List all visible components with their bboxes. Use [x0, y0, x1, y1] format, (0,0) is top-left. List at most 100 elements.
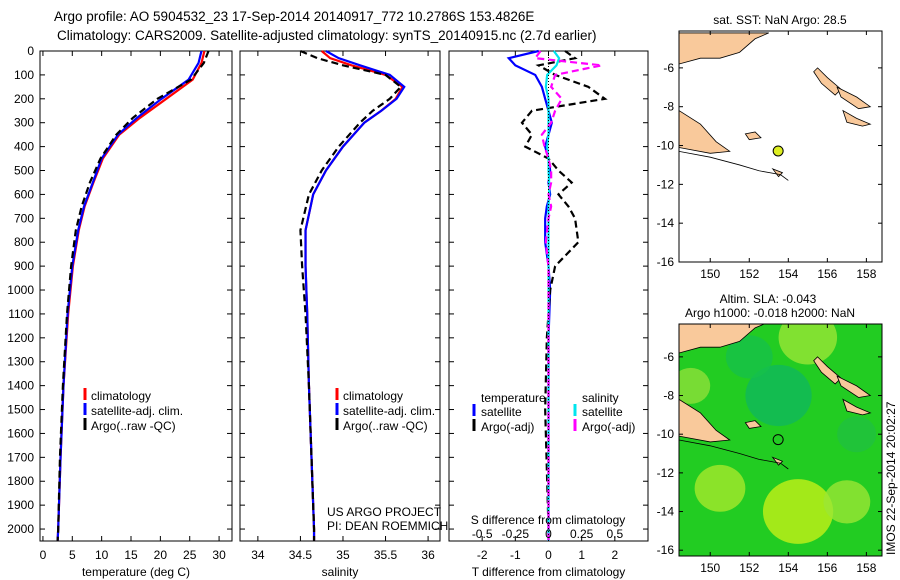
- lon-tick-label: 154: [778, 561, 798, 575]
- lon-tick-label: 154: [778, 267, 798, 281]
- argo-float-marker: [772, 434, 784, 446]
- series-s-argo-adj-: [533, 50, 602, 541]
- x-tick-label: 2: [611, 548, 618, 562]
- x-tick-label: 5: [69, 548, 76, 562]
- x-tick-label: -1: [510, 548, 521, 562]
- land-coastline: [744, 420, 762, 429]
- y-tick-label: 1600: [7, 426, 34, 440]
- sla-map-title2: Argo h1000: -0.018 h2000: NaN: [685, 306, 855, 320]
- lat-tick-label: -6: [663, 61, 674, 75]
- argo-float-marker: [772, 145, 784, 157]
- map-frame: [678, 30, 883, 263]
- credit-project: US ARGO PROJECT: [327, 505, 442, 519]
- y-tick-label: 1700: [7, 450, 34, 464]
- y-tick-label: 2000: [7, 522, 34, 536]
- x2-tick-label: -0.25: [502, 527, 530, 541]
- map-frame: [678, 323, 883, 557]
- x2-axis-label: S difference from climatology: [471, 513, 626, 527]
- land-coastline: [842, 109, 872, 127]
- y-tick-label: 900: [14, 259, 34, 273]
- x-tick-label: 10: [95, 548, 109, 562]
- difference-profile-panel: -2 -1 0 1 2 T difference from climatology -0.5…: [448, 49, 649, 579]
- x-tick-label: 35: [336, 548, 350, 562]
- legend-label: Argo(-adj): [582, 420, 635, 434]
- lon-tick-label: 158: [856, 267, 876, 281]
- legend-label: Argo(..raw -QC): [91, 419, 176, 433]
- temperature-profile-panel: 0 5 10 15 20 25 300100200300400500600700800900…: [7, 44, 233, 579]
- land-coastline: [744, 131, 762, 141]
- y-tick-label: 0: [27, 44, 34, 58]
- legend-label: satellite-adj. clim.: [91, 404, 183, 418]
- lon-tick-label: 152: [739, 561, 759, 575]
- lat-tick-label: -14: [657, 216, 675, 230]
- lat-tick-label: -10: [657, 139, 675, 153]
- y-tick-label: 1400: [7, 379, 34, 393]
- legend-label: satellite-adj. clim.: [343, 404, 435, 418]
- y-tick-label: 800: [14, 235, 34, 249]
- legend-label: satellite: [481, 405, 522, 419]
- legend-label: climatology: [343, 389, 403, 403]
- x-tick-label: 20: [154, 548, 168, 562]
- figure-title-line2: Climatology: CARS2009. Satellite-adjuste…: [57, 28, 597, 43]
- series-argo: [56, 50, 210, 542]
- lat-tick-label: -16: [657, 255, 675, 269]
- sla-anomaly-patch: [694, 464, 746, 512]
- lon-tick-label: 152: [739, 267, 759, 281]
- x-tick-label: 35.5: [374, 548, 398, 562]
- salinity-profile-panel: 34 34.5 35 35.5 36 salinity climatologysatelli…: [239, 49, 441, 579]
- land-coastline: [813, 67, 842, 96]
- land-coastline: [679, 110, 731, 154]
- sla-anomaly-patch: [725, 335, 773, 379]
- x-tick-label: 34: [251, 548, 265, 562]
- legend-header: salinity: [582, 391, 619, 405]
- y-tick-label: 400: [14, 140, 34, 154]
- sla-map-panel: 150 152 154 156 158 -6 -8 -10 -12 -14 -16 Altim. SL…: [657, 292, 883, 575]
- x2-tick-label: -0.5: [472, 527, 493, 541]
- x-tick-label: 36: [421, 548, 435, 562]
- y-tick-label: 1900: [7, 498, 34, 512]
- legend-label: climatology: [91, 389, 151, 403]
- x-tick-label: -2: [477, 548, 488, 562]
- map-area: [679, 31, 882, 262]
- land-coastline: [679, 32, 769, 65]
- plot-frame: [239, 50, 441, 542]
- reef-contour: [679, 439, 789, 470]
- y-tick-label: 1500: [7, 403, 34, 417]
- credit-pi: PI: DEAN ROEMMICH: [327, 519, 449, 533]
- x-tick-label: 30: [212, 548, 226, 562]
- series-argo: [299, 49, 403, 541]
- x2-tick-label: 0.25: [570, 527, 594, 541]
- y-tick-label: 1000: [7, 283, 34, 297]
- sla-anomaly-patch: [778, 324, 838, 365]
- x-tick-label: 1: [578, 548, 585, 562]
- legend-label: Argo(..raw -QC): [343, 419, 428, 433]
- lat-tick-label: -16: [657, 543, 675, 557]
- reef-contour: [679, 150, 789, 181]
- figure-title-line1: Argo profile: AO 5904532_23 17-Sep-2014 …: [54, 9, 535, 24]
- lat-tick-label: -10: [657, 427, 675, 441]
- land-coastline: [836, 375, 872, 398]
- x-tick-label: 25: [183, 548, 197, 562]
- x-axis-label: T difference from climatology: [472, 565, 626, 579]
- legend-label: satellite: [582, 405, 623, 419]
- y-tick-label: 300: [14, 116, 34, 130]
- lat-tick-label: -6: [663, 350, 674, 364]
- plot-frame: [39, 50, 233, 542]
- lon-tick-label: 150: [700, 267, 720, 281]
- x2-tick-label: 0.5: [606, 527, 623, 541]
- series-t-argo-adj-: [520, 50, 608, 541]
- lat-tick-label: -8: [663, 389, 674, 403]
- y-tick-label: 600: [14, 187, 34, 201]
- lon-tick-label: 156: [817, 561, 837, 575]
- sst-map-panel: 150 152 154 156 158 -6 -8 -10 -12 -14 -16 sat. SST:…: [657, 13, 883, 281]
- series-t-satellite: [506, 49, 553, 541]
- sla-anomaly-patch: [745, 364, 812, 427]
- x-axis-label: salinity: [322, 565, 359, 579]
- y-tick-label: 500: [14, 164, 34, 178]
- x-tick-label: 0: [545, 548, 552, 562]
- sla-anomaly-patch: [837, 416, 877, 453]
- lon-tick-label: 158: [856, 561, 876, 575]
- land-coastline: [679, 398, 731, 443]
- land-coastline: [679, 324, 766, 354]
